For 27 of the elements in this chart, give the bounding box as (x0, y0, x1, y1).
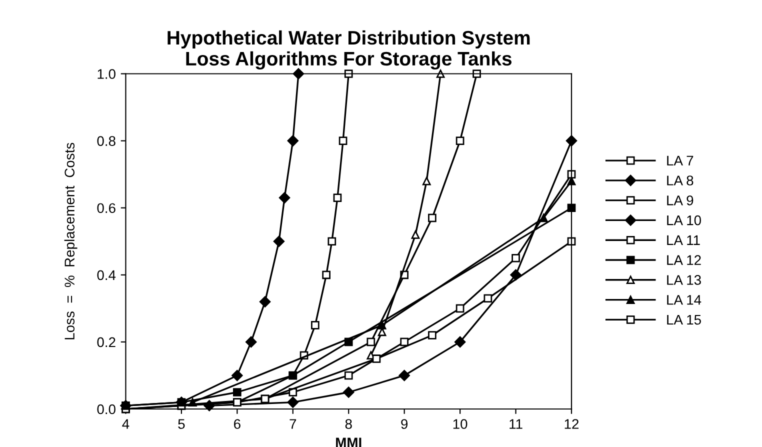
chart-title: Hypothetical Water Distribution System Loss Algorithms For Storage Tanks (168, 30, 530, 70)
y-tick-label: 0.4 (97, 270, 116, 280)
y-tick-label: 0.6 (97, 203, 116, 214)
legend-label: LA 12 (667, 255, 701, 265)
y-tick-label: 0.0 (97, 404, 116, 414)
legend-label: LA 15 (667, 314, 701, 325)
legend-label: LA 11 (667, 235, 700, 245)
legend-label: LA 9 (667, 195, 694, 206)
legend-label: LA 8 (667, 176, 694, 186)
x-tick-label: 10 (453, 419, 468, 429)
x-tick-label: 7 (290, 419, 296, 429)
x-tick-label: 6 (234, 419, 240, 429)
y-tick-label: 0.2 (97, 337, 116, 348)
y-tick-label: 1.0 (98, 69, 116, 79)
x-tick-label: 5 (178, 419, 185, 429)
x-tick-label: 4 (122, 419, 130, 429)
y-tick-label: 0.8 (97, 136, 116, 146)
x-tick-label: 11 (510, 419, 522, 429)
y-axis-title: Loss = % Replacement Costs (64, 142, 78, 340)
x-tick-label: 8 (345, 419, 352, 429)
legend-label: LA 13 (667, 275, 701, 285)
x-tick-label: 9 (401, 419, 408, 429)
x-tick-label: 12 (564, 419, 579, 429)
x-axis-title: MMI (336, 438, 362, 447)
legend-label: LA 14 (667, 295, 702, 305)
legend-label: LA 7 (667, 156, 694, 166)
legend-label: LA 10 (667, 215, 701, 226)
